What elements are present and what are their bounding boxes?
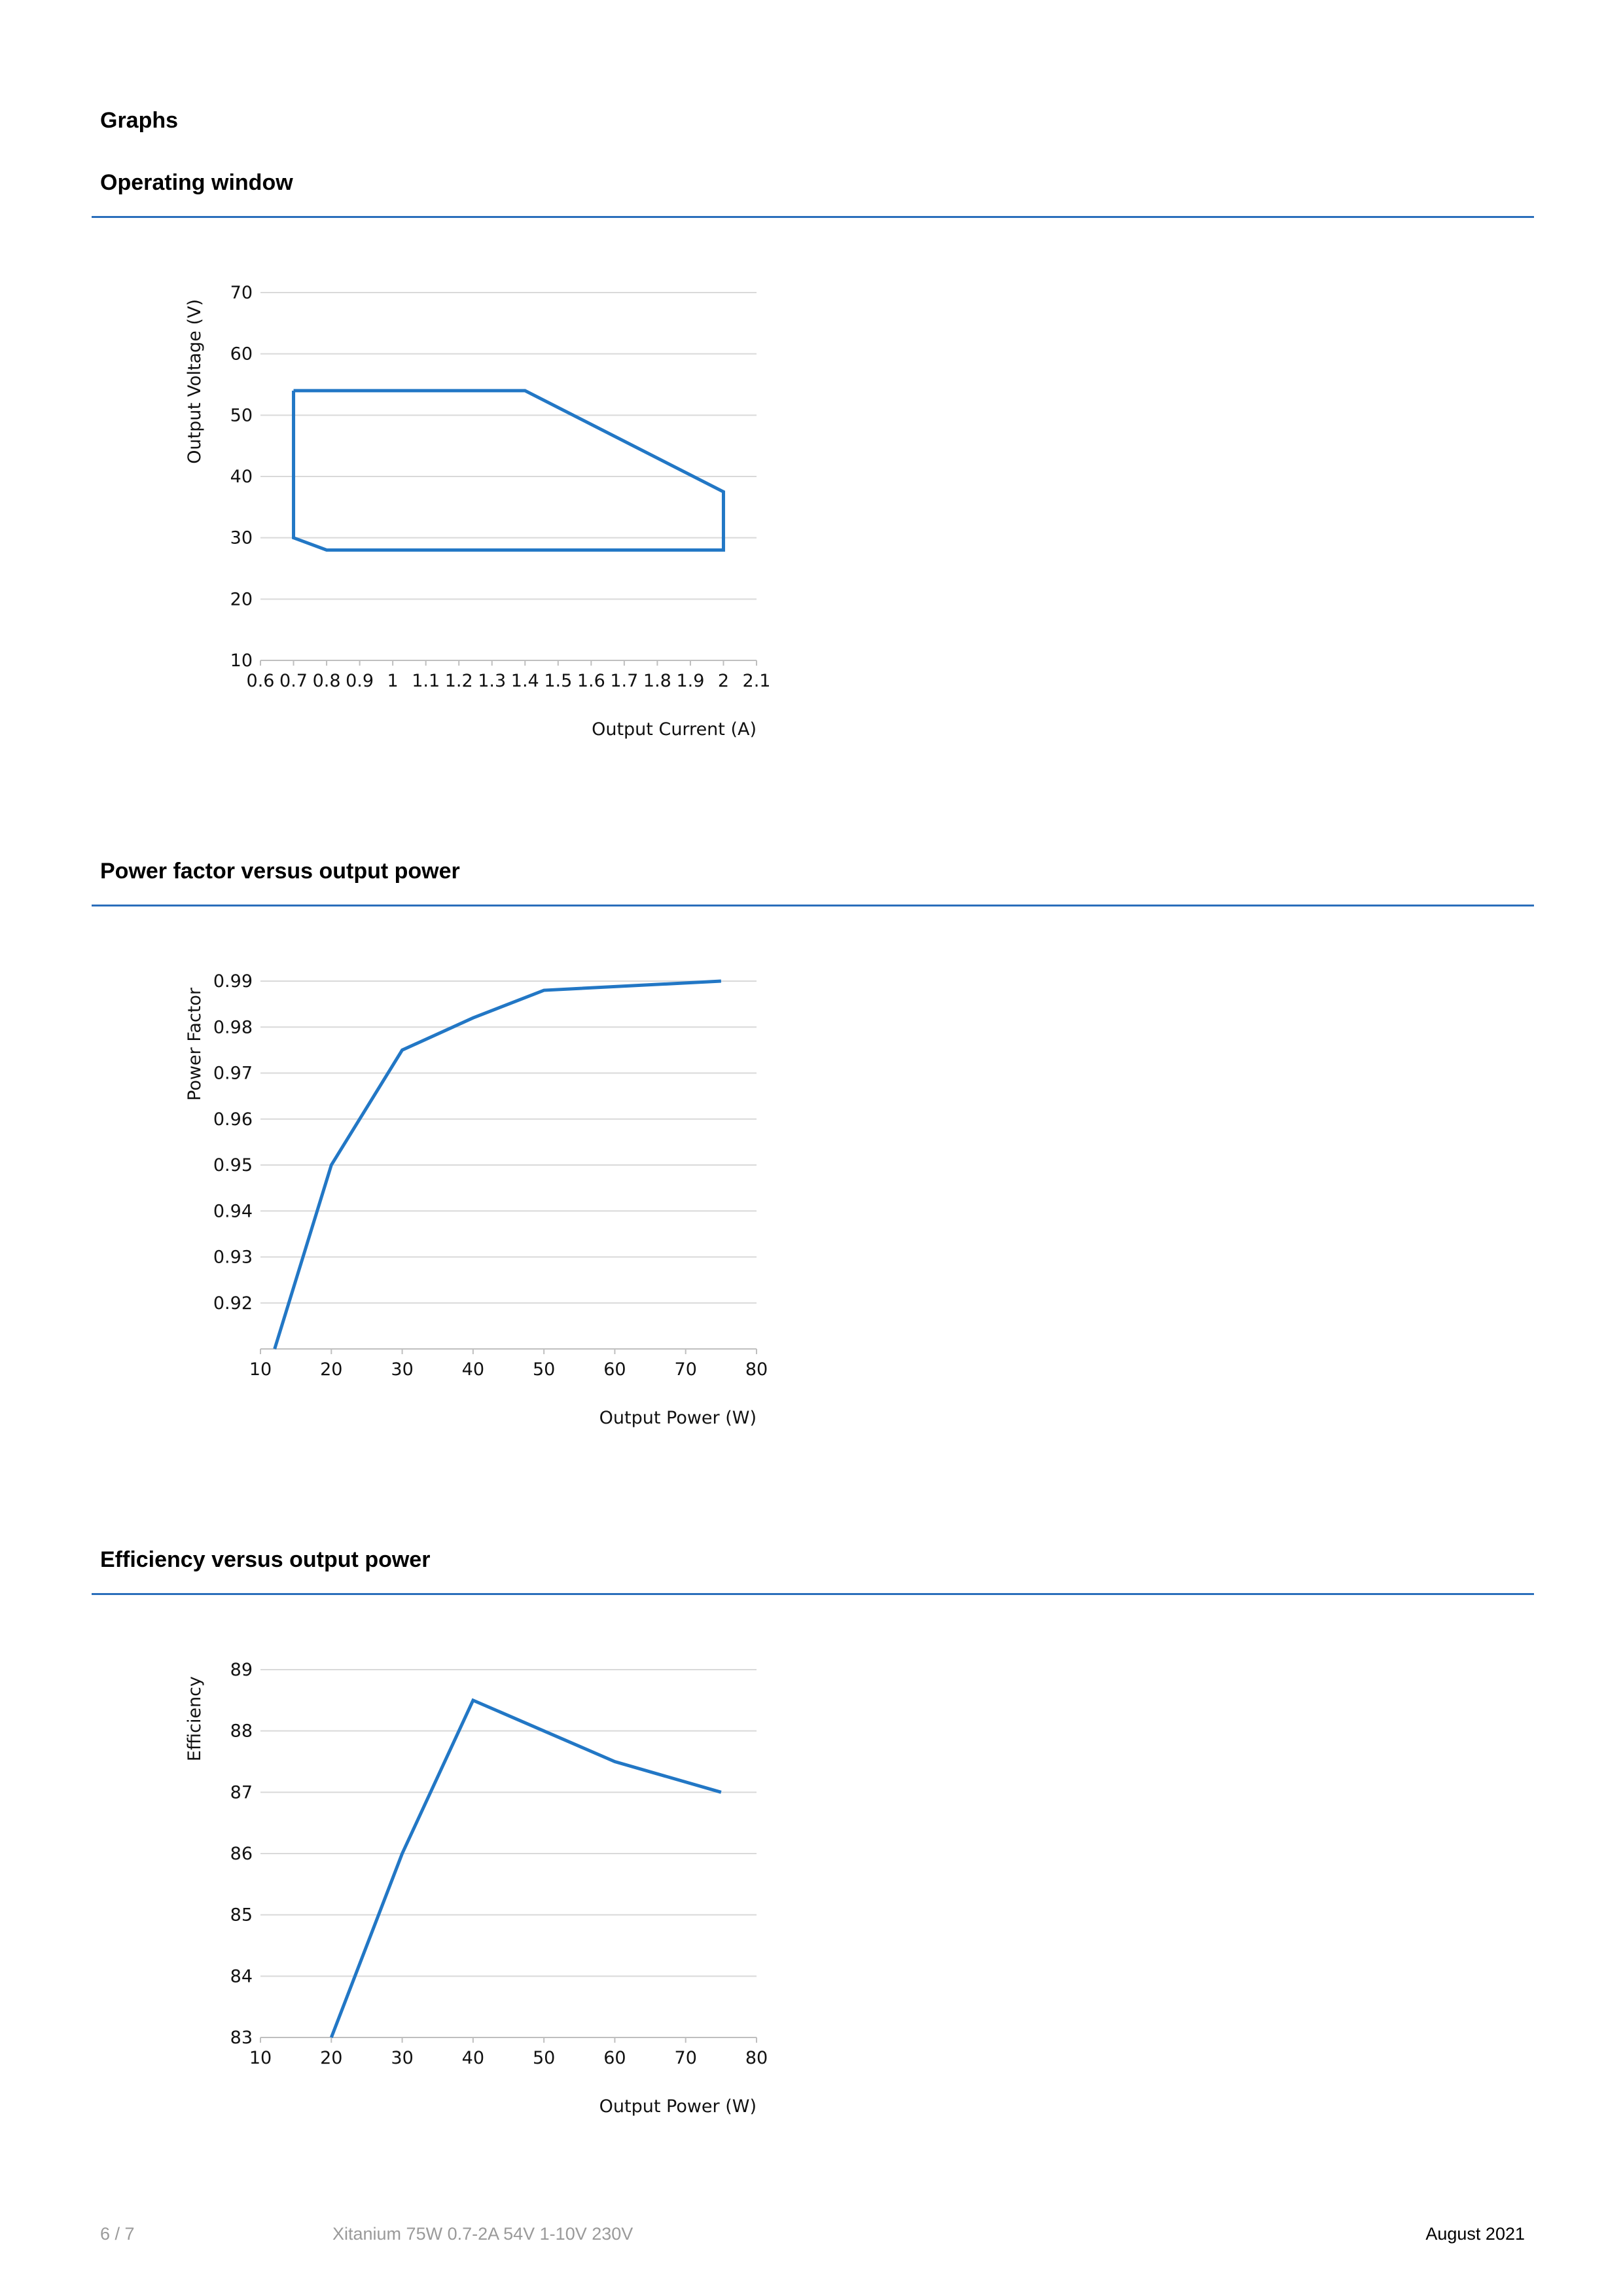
x-tick-label: 1.7 — [610, 671, 638, 691]
x-tick-label: 50 — [533, 1359, 555, 1380]
product-name: Xitanium 75W 0.7-2A 54V 1-10V 230V — [332, 2224, 633, 2244]
y-tick-label: 0.95 — [213, 1155, 253, 1175]
x-tick-label: 1.9 — [676, 671, 704, 691]
x-axis-title: Output Power (W) — [599, 1408, 757, 1428]
x-tick-label: 1.1 — [412, 671, 440, 691]
y-tick-label: 88 — [230, 1721, 253, 1742]
power-factor-title: Power factor versus output power — [100, 859, 460, 884]
efficiency-title: Efficiency versus output power — [100, 1547, 431, 1572]
page-section-title: Graphs — [100, 108, 179, 133]
x-tick-label: 70 — [675, 2048, 697, 2068]
x-tick-label: 0.8 — [313, 671, 341, 691]
section-divider — [92, 905, 1534, 906]
y-axis-title: Efficiency — [185, 1676, 205, 1761]
y-tick-label: 30 — [230, 528, 253, 548]
y-tick-label: 70 — [230, 283, 253, 303]
x-tick-label: 60 — [603, 1359, 626, 1380]
x-tick-label: 2.1 — [743, 671, 771, 691]
x-tick-label: 10 — [249, 2048, 272, 2068]
y-tick-label: 89 — [230, 1660, 253, 1680]
operating-window-title: Operating window — [100, 170, 293, 195]
x-tick-label: 70 — [675, 1359, 697, 1380]
x-tick-label: 80 — [745, 2048, 768, 2068]
y-tick-label: 87 — [230, 1782, 253, 1803]
x-tick-label: 20 — [320, 1359, 342, 1380]
y-tick-label: 0.92 — [213, 1293, 253, 1314]
y-tick-label: 0.97 — [213, 1064, 253, 1084]
y-tick-label: 20 — [230, 589, 253, 609]
x-tick-label: 60 — [603, 2048, 626, 2068]
y-tick-label: 10 — [230, 651, 253, 671]
section-divider — [92, 216, 1534, 218]
y-axis-title: Output Voltage (V) — [185, 299, 205, 464]
x-tick-label: 0.9 — [346, 671, 374, 691]
x-tick-label: 40 — [462, 1359, 484, 1380]
y-tick-label: 85 — [230, 1905, 253, 1926]
x-axis-title: Output Current (A) — [592, 719, 757, 740]
x-tick-label: 1 — [387, 671, 399, 691]
y-tick-label: 40 — [230, 467, 253, 487]
page-number: 6 / 7 — [100, 2224, 135, 2244]
x-tick-label: 2 — [718, 671, 729, 691]
x-tick-label: 1.2 — [445, 671, 473, 691]
x-tick-label: 1.3 — [478, 671, 506, 691]
x-tick-label: 1.4 — [511, 671, 539, 691]
series-line — [292, 389, 725, 552]
x-tick-label: 1.8 — [643, 671, 671, 691]
y-tick-label: 86 — [230, 1844, 253, 1864]
x-tick-label: 0.7 — [279, 671, 308, 691]
x-tick-label: 20 — [320, 2048, 342, 2068]
section-divider — [92, 1593, 1534, 1595]
x-tick-label: 40 — [462, 2048, 484, 2068]
y-tick-label: 0.94 — [213, 1201, 253, 1221]
x-tick-label: 1.5 — [544, 671, 572, 691]
y-tick-label: 0.98 — [213, 1017, 253, 1037]
series-line — [329, 1698, 722, 2038]
y-tick-label: 60 — [230, 344, 253, 365]
series-line — [273, 979, 721, 1350]
x-tick-label: 30 — [391, 1359, 413, 1380]
x-tick-label: 10 — [249, 1359, 272, 1380]
x-tick-label: 1.6 — [577, 671, 605, 691]
y-tick-label: 83 — [230, 2028, 253, 2048]
x-tick-label: 0.6 — [247, 671, 275, 691]
y-tick-label: 0.93 — [213, 1247, 253, 1268]
y-tick-label: 84 — [230, 1966, 253, 1986]
y-tick-label: 0.99 — [213, 971, 253, 992]
document-date: August 2021 — [1425, 2224, 1525, 2244]
x-axis-title: Output Power (W) — [599, 2096, 757, 2117]
x-tick-label: 80 — [745, 1359, 768, 1380]
y-tick-label: 50 — [230, 405, 253, 425]
y-axis-title: Power Factor — [185, 987, 205, 1101]
x-tick-label: 50 — [533, 2048, 555, 2068]
x-tick-label: 30 — [391, 2048, 413, 2068]
y-tick-label: 0.96 — [213, 1109, 253, 1130]
